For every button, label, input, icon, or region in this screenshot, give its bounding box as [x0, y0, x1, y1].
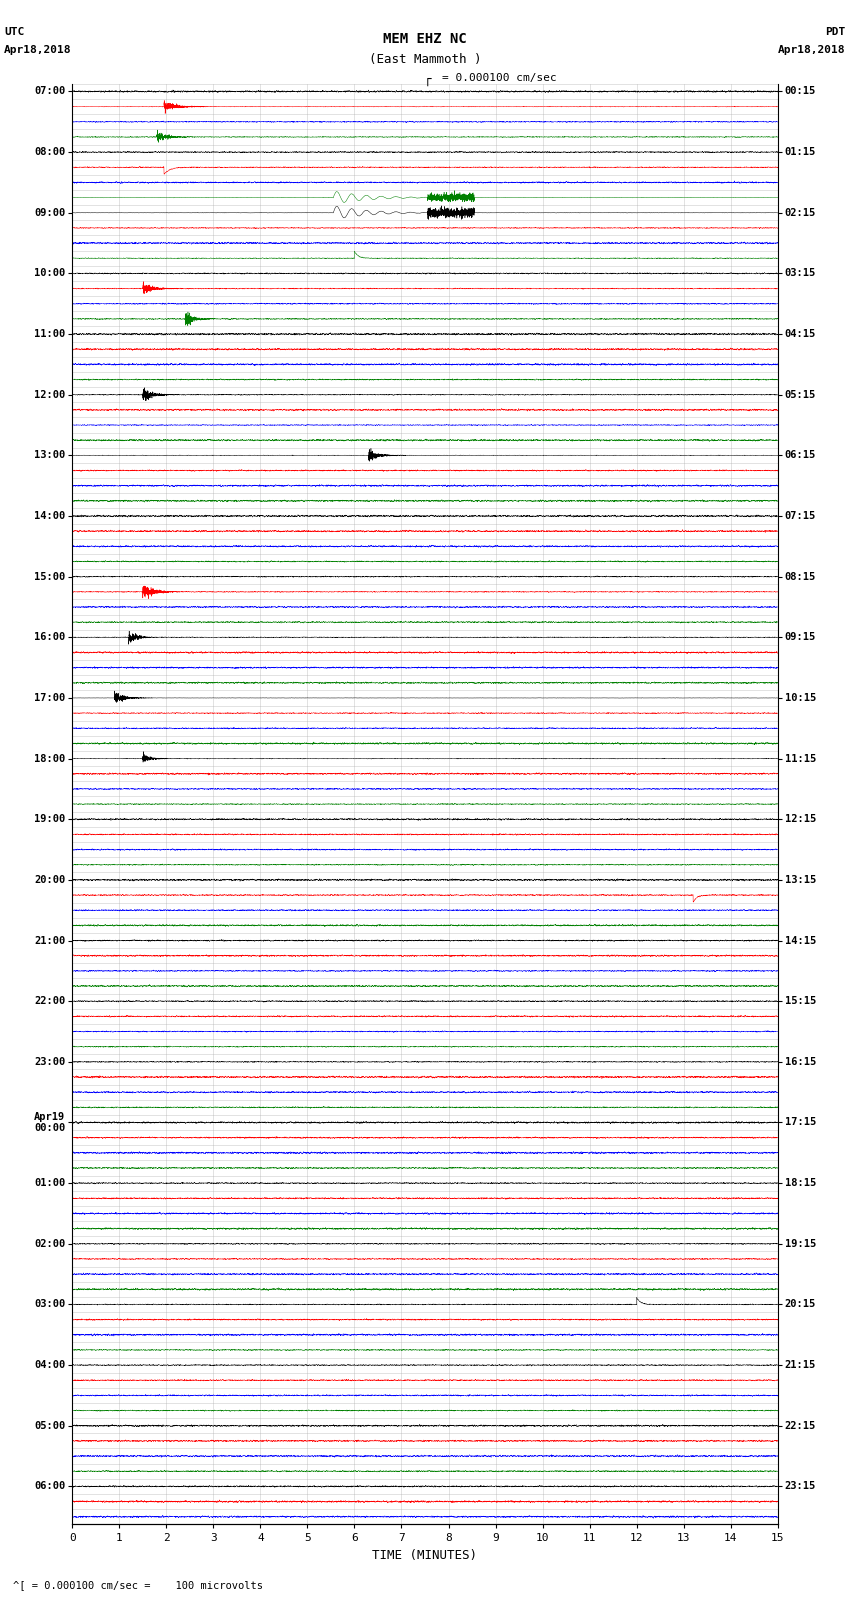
Text: PDT: PDT — [825, 27, 846, 37]
X-axis label: TIME (MINUTES): TIME (MINUTES) — [372, 1548, 478, 1561]
Text: Apr18,2018: Apr18,2018 — [779, 45, 846, 55]
Text: MEM EHZ NC: MEM EHZ NC — [383, 32, 467, 47]
Text: ┌: ┌ — [423, 73, 431, 85]
Text: UTC: UTC — [4, 27, 25, 37]
Text: = 0.000100 cm/sec: = 0.000100 cm/sec — [442, 73, 557, 82]
Text: ^[ = 0.000100 cm/sec =    100 microvolts: ^[ = 0.000100 cm/sec = 100 microvolts — [13, 1581, 263, 1590]
Text: (East Mammoth ): (East Mammoth ) — [369, 53, 481, 66]
Text: Apr18,2018: Apr18,2018 — [4, 45, 71, 55]
